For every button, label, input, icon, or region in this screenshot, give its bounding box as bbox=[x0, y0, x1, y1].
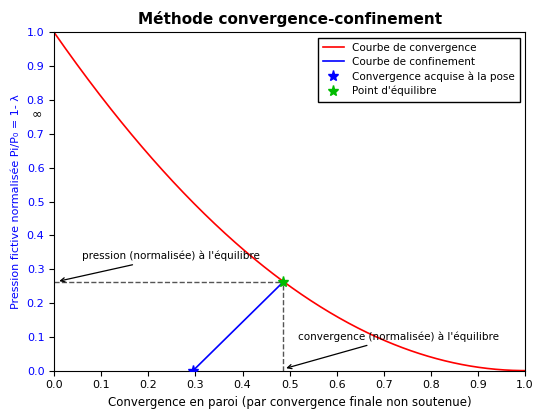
Text: convergence (normalisée) à l'équilibre: convergence (normalisée) à l'équilibre bbox=[288, 331, 499, 369]
Title: Méthode convergence-confinement: Méthode convergence-confinement bbox=[137, 11, 441, 27]
Text: $\infty$: $\infty$ bbox=[31, 107, 43, 120]
X-axis label: Convergence en paroi (par convergence finale non soutenue): Convergence en paroi (par convergence fi… bbox=[108, 396, 471, 409]
Legend: Courbe de convergence, Courbe de confinement, Convergence acquise à la pose, Poi: Courbe de convergence, Courbe de confine… bbox=[318, 38, 520, 102]
Text: pression (normalisée) à l'équilibre: pression (normalisée) à l'équilibre bbox=[60, 251, 261, 282]
Y-axis label: Pression fictive normalisée Pi/P₀ = 1- λ: Pression fictive normalisée Pi/P₀ = 1- λ bbox=[11, 94, 21, 309]
